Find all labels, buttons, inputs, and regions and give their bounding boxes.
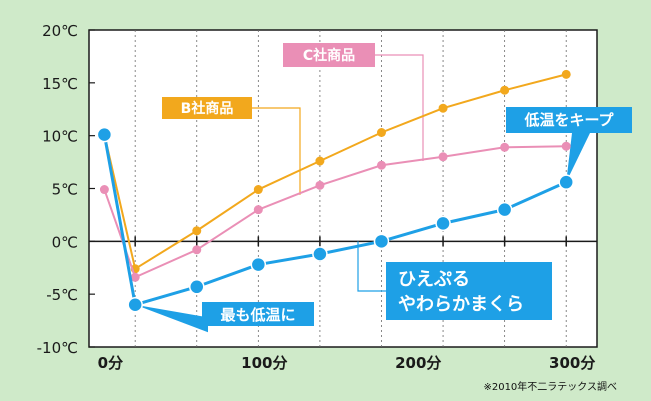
data-point [189, 279, 205, 295]
data-point [500, 85, 510, 95]
product-leader [357, 241, 386, 292]
keep-label: 低温をキープ [523, 111, 614, 129]
b-label-callout: B社商品 [162, 97, 252, 119]
data-point [376, 160, 386, 170]
y-tick-label: 10℃ [42, 128, 78, 146]
y-tick-label: 20℃ [42, 22, 78, 40]
data-point [127, 296, 143, 313]
c-leader [375, 54, 424, 162]
y-tick-label: -5℃ [46, 286, 78, 304]
data-point [315, 180, 325, 190]
data-point [376, 127, 386, 137]
data-point [558, 174, 574, 190]
data-point [192, 245, 202, 255]
c-label: C社商品 [303, 47, 355, 64]
x-tick-label: 300分 [549, 354, 595, 372]
lowest-label: 最も低温に [220, 306, 295, 324]
callout-leaders [135, 54, 590, 333]
data-point [99, 185, 109, 195]
keep-label-callout: 低温をキープ [506, 107, 632, 133]
data-point [435, 215, 451, 232]
y-tick-label: 0℃ [52, 233, 78, 251]
data-point [253, 185, 263, 195]
keep-pointer [566, 133, 590, 183]
lowest-pointer [135, 304, 208, 333]
b-label: B社商品 [181, 100, 234, 117]
x-axis-ticks: 0分 100分 200分 300分 [98, 354, 596, 372]
y-tick-label: 15℃ [42, 75, 78, 93]
data-point [250, 256, 267, 273]
y-axis-ticks: 20℃ 15℃ 10℃ 5℃ 0℃ -5℃ -10℃ [37, 22, 95, 357]
b-leader [252, 107, 301, 195]
data-point [500, 142, 510, 152]
x-tick-label: 200分 [395, 354, 441, 372]
data-point [561, 69, 571, 79]
series-layer [96, 69, 574, 313]
data-point [496, 201, 513, 218]
lowest-label-callout: 最も低温に [202, 302, 314, 326]
data-point [130, 272, 140, 282]
data-point [192, 226, 202, 236]
c-label-callout: C社商品 [283, 43, 375, 67]
product-label-callout: ひえぷる やわらかまくら [386, 262, 552, 320]
x-tick-label: 100分 [241, 354, 287, 372]
y-tick-label: 5℃ [52, 181, 78, 199]
product-label-line2: やわらかまくら [398, 294, 524, 315]
data-point [315, 156, 325, 166]
y-tick-label: -10℃ [37, 339, 78, 357]
data-point [96, 126, 113, 143]
data-point [561, 141, 571, 151]
data-point [438, 152, 448, 162]
x-tick-label: 0分 [98, 354, 123, 372]
data-point [373, 233, 390, 250]
data-point [253, 205, 263, 215]
data-point [438, 103, 448, 113]
product-label-line1: ひえぷる [398, 269, 470, 290]
callouts: B社商品 C社商品 低温をキープ ひえぷる やわらかまくら 最も低温に [162, 43, 632, 326]
footnote: ※2010年不二ラテックス調べ [483, 382, 617, 393]
data-point [312, 246, 328, 262]
